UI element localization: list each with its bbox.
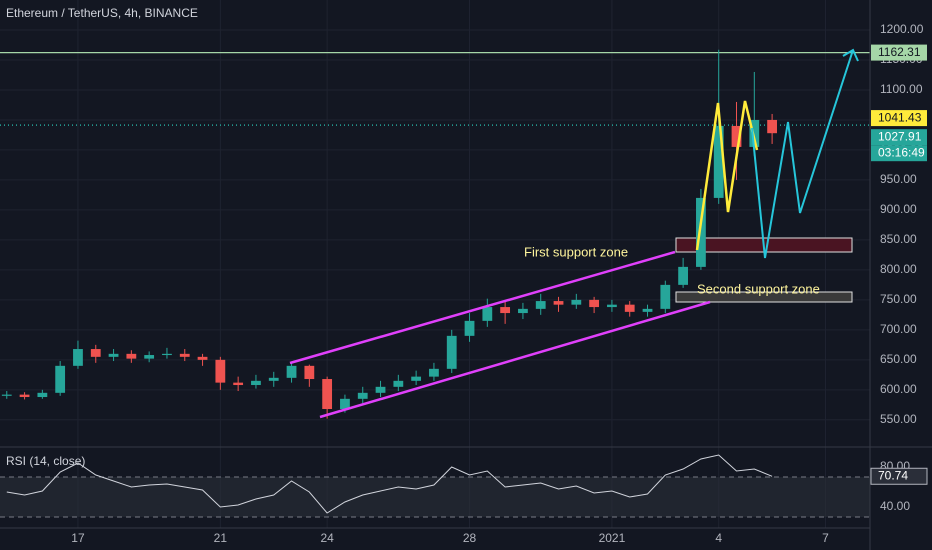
candle-body [518,308,528,314]
x-tick-label: 7 [822,531,829,545]
candle-body [19,394,30,398]
candle-body [660,284,671,309]
candle-body [162,353,172,356]
candle-body [233,382,244,386]
y-tick-label: 1100.00 [880,82,923,96]
price-label-bg [871,44,927,61]
x-tick-label: 2021 [599,531,626,545]
candle-body [553,301,564,305]
rsi-band-fill [0,477,870,517]
y-tick-label: 850.00 [880,232,917,246]
candle-body [482,307,493,321]
y-tick-label: 800.00 [880,262,917,276]
x-tick-label: 4 [715,531,722,545]
yellow-path [695,100,759,251]
arrow-head [842,48,859,62]
y-tick-label: 600.00 [880,382,917,396]
candle-body [179,353,190,357]
candle-body [375,386,386,393]
candle-body [1,394,12,396]
price-label: 1027.91 [878,129,922,143]
candle-body [144,355,155,359]
countdown-bg [871,145,927,162]
candle-body [731,125,742,147]
candle-body [304,365,315,380]
price-label: 1041.43 [878,110,922,124]
price-label-bg [871,110,927,127]
candle-body [749,119,760,147]
candle-body [446,335,457,369]
candle-body [696,197,706,267]
candle-body [108,353,119,357]
candle-body [286,365,297,378]
annotation: Second support zone [697,281,820,296]
candles [1,49,778,514]
candle-body [215,359,226,383]
y-tick-label: 550.00 [880,412,917,426]
candle-body [589,299,600,308]
x-tick-label: 17 [71,531,85,545]
candle-body [197,356,208,360]
chart-title: Ethereum / TetherUS, 4h, BINANCE [6,6,198,20]
candle-body [90,349,101,357]
candle-body [464,320,475,336]
candle-body [73,349,83,366]
x-tick-label: 28 [463,531,477,545]
candle-body [535,301,546,309]
candle-body [37,392,48,398]
candle-body [268,377,279,381]
candle-body [678,266,689,285]
channel-lower [319,300,711,419]
candle-body [500,307,511,314]
candle-body [251,380,261,386]
candle-body [322,379,333,410]
candle-body [126,353,137,359]
candle-body [713,125,724,198]
rsi-value-bg [870,467,928,485]
rsi-line [6,454,773,514]
candle-body [767,119,778,134]
price-label-bg [871,129,927,146]
second-support-zone [675,291,853,303]
candle-body [357,392,368,399]
candle-body [607,304,617,308]
candle-body [624,304,635,312]
rsi-tick-label: 40.00 [880,499,910,513]
cyan-path [751,49,854,259]
y-tick-label: 950.00 [880,172,917,186]
candle-body [642,308,653,312]
overlay: 550.00 600.00 650.00 700.00 750.00 800.00 850.… [71,22,928,545]
y-tick-label: 900.00 [880,202,917,216]
price-label: 1162.31 [878,45,921,59]
annotation: First support zone [524,244,628,259]
candle-body [55,365,66,393]
candle-body [411,376,422,381]
grid [0,0,870,528]
rsi-title: RSI (14, close) [6,454,85,468]
x-tick-label: 21 [214,531,228,545]
y-tick-label: 700.00 [880,322,917,336]
y-tick-label: 650.00 [880,352,917,366]
rsi-value-label: 70.74 [878,468,908,482]
candle-body [429,368,439,377]
candle-body [393,380,404,387]
channel-upper [289,250,676,365]
y-tick-label: 750.00 [880,292,917,306]
candle-body [571,299,582,305]
candle-body [340,398,350,410]
y-tick-label: 1200.00 [880,22,924,36]
countdown: 03:16:49 [878,145,925,159]
x-tick-label: 24 [320,531,334,545]
